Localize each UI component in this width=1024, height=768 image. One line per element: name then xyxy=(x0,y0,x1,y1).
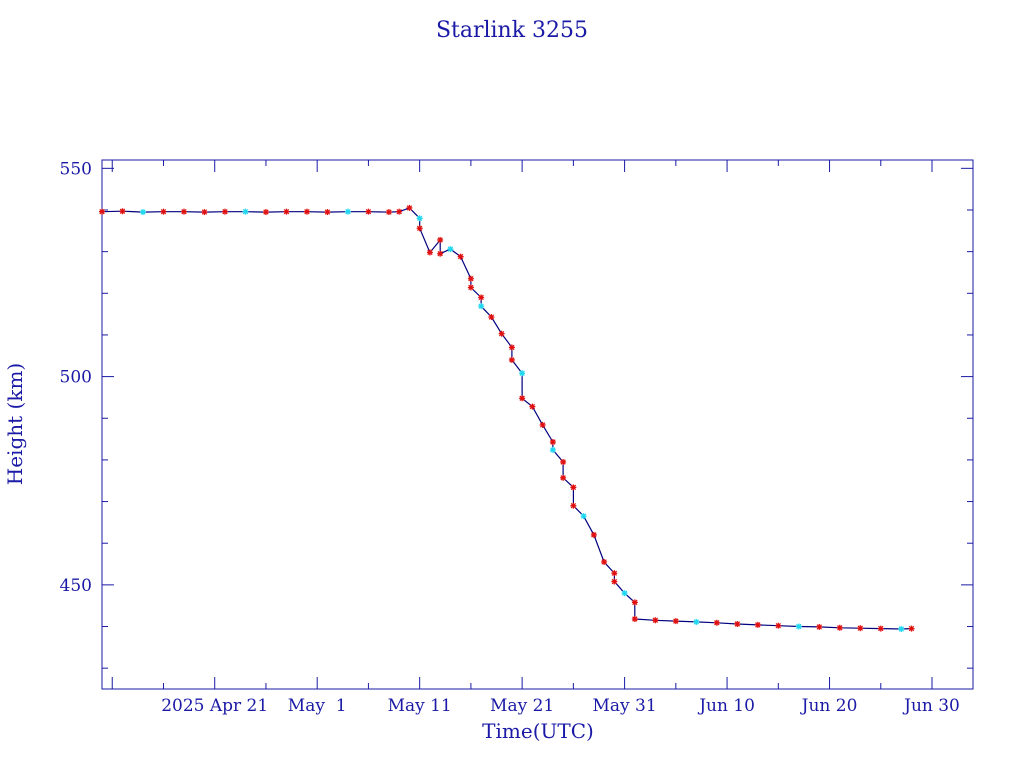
data-point xyxy=(416,225,423,232)
data-point xyxy=(139,209,146,216)
x-tick-label: Jun 10 xyxy=(697,696,755,716)
x-tick-label: Jun 20 xyxy=(800,696,858,716)
data-point xyxy=(447,246,454,253)
data-point xyxy=(201,209,208,216)
height-series-line xyxy=(101,207,912,630)
data-point xyxy=(549,446,556,453)
data-point xyxy=(611,570,618,577)
y-axis-label: Height (km) xyxy=(3,363,27,485)
data-point xyxy=(539,421,546,428)
data-point xyxy=(262,209,269,216)
data-point xyxy=(795,623,802,630)
data-point xyxy=(385,209,392,216)
data-point xyxy=(713,619,720,626)
x-tick-label: May 11 xyxy=(388,696,452,716)
data-point xyxy=(519,395,526,402)
data-point xyxy=(652,617,659,624)
data-point xyxy=(488,314,495,321)
data-point xyxy=(303,208,310,215)
data-point xyxy=(344,208,351,215)
data-point xyxy=(775,622,782,629)
data-point xyxy=(406,204,413,211)
data-point xyxy=(693,618,700,625)
data-point xyxy=(365,208,372,215)
data-point xyxy=(672,618,679,625)
x-tick-label: May 21 xyxy=(490,696,554,716)
data-point xyxy=(467,275,474,282)
data-point xyxy=(734,621,741,628)
data-point xyxy=(877,625,884,632)
data-point xyxy=(898,626,905,633)
x-tick-label: May 1 xyxy=(288,696,347,716)
data-point xyxy=(836,624,843,631)
data-point xyxy=(498,330,505,337)
data-point xyxy=(570,502,577,509)
data-point xyxy=(590,531,597,538)
data-point xyxy=(508,356,515,363)
data-point xyxy=(611,578,618,585)
chart-title: Starlink 3255 xyxy=(436,18,588,43)
x-axis: 2025 Apr 21 May 1 May 11 May 21 May 31 Jun 10… xyxy=(111,160,960,716)
data-point xyxy=(426,249,433,256)
data-point xyxy=(570,484,577,491)
data-point xyxy=(457,253,464,260)
data-point xyxy=(396,208,403,215)
x-tick-label: Jun 30 xyxy=(902,696,960,716)
data-point xyxy=(857,625,864,632)
data-point xyxy=(283,208,290,215)
data-point xyxy=(508,344,515,351)
y-tick-label: 450 xyxy=(60,576,92,596)
data-point xyxy=(580,513,587,520)
data-point xyxy=(437,236,444,243)
data-point xyxy=(560,458,567,465)
data-point xyxy=(621,590,628,597)
data-point xyxy=(549,438,556,445)
data-point xyxy=(529,403,536,410)
data-point xyxy=(180,208,187,215)
data-point xyxy=(467,284,474,291)
data-markers xyxy=(99,204,915,633)
data-point xyxy=(478,294,485,301)
data-point xyxy=(99,208,105,215)
data-point xyxy=(631,616,638,623)
data-point xyxy=(908,625,915,632)
data-point xyxy=(221,208,228,215)
data-point xyxy=(119,208,126,215)
data-point xyxy=(160,208,167,215)
data-point xyxy=(478,303,485,310)
data-point xyxy=(324,209,331,216)
y-tick-label: 500 xyxy=(60,368,92,388)
plot-frame xyxy=(101,159,974,690)
data-point xyxy=(560,474,567,481)
data-point xyxy=(242,208,249,215)
data-point xyxy=(519,370,526,377)
x-tick-label: 2025 Apr 21 xyxy=(161,696,268,716)
y-tick-label: 550 xyxy=(60,159,92,179)
data-point xyxy=(416,215,423,222)
data-point xyxy=(601,558,608,565)
y-axis: 450 500 550 xyxy=(60,159,973,669)
x-tick-label: May 31 xyxy=(593,696,657,716)
data-point xyxy=(631,599,638,606)
data-point xyxy=(816,623,823,630)
x-axis-label: Time(UTC) xyxy=(482,719,594,743)
data-point xyxy=(437,250,444,257)
data-point xyxy=(754,621,761,628)
